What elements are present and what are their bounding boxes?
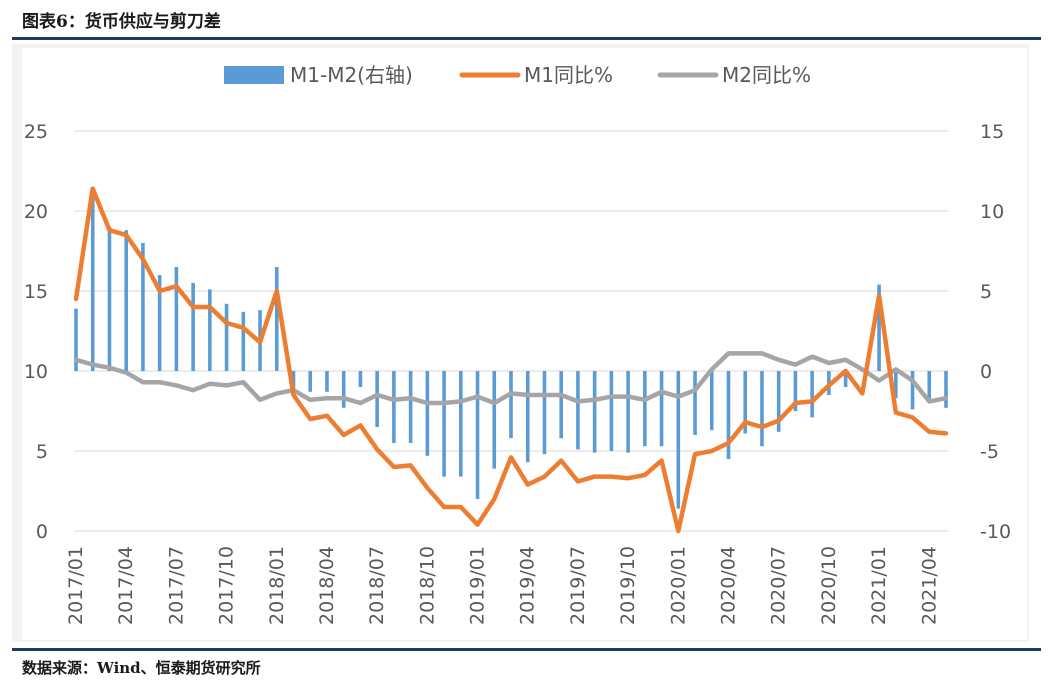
bar	[525, 371, 530, 463]
bar	[375, 371, 379, 427]
x-tick-label: 2017/10	[216, 546, 238, 625]
bar	[208, 289, 212, 371]
bar	[542, 371, 547, 455]
x-tick-label: 2017/07	[165, 546, 187, 625]
bar	[894, 371, 898, 399]
bar	[408, 371, 413, 443]
source-note: 数据来源：Wind、恒泰期货研究所	[22, 659, 261, 677]
bar	[843, 371, 848, 387]
y-tick-label: 20	[24, 201, 48, 223]
legend: M1-M2(右轴) M1同比% M2同比%	[224, 63, 811, 87]
y-tick-label: 25	[24, 121, 48, 143]
y2-tick-label: 10	[980, 201, 1004, 223]
bar	[442, 371, 446, 477]
bar	[90, 198, 95, 371]
bar	[877, 284, 881, 371]
x-tick-label: 2020/07	[768, 546, 790, 625]
bar	[509, 371, 513, 439]
legend-label: M1-M2(右轴)	[290, 63, 413, 87]
bottom-rule	[12, 648, 1041, 651]
bar	[241, 311, 246, 371]
x-tick-label: 2020/04	[718, 546, 740, 625]
y2-tick-label: 15	[980, 121, 1004, 143]
y2-tick-label: -5	[980, 441, 999, 463]
bar	[341, 371, 346, 408]
title-bar: 图表6：货币供应与剪刀差	[0, 0, 1053, 38]
x-tick-label: 2019/04	[517, 546, 539, 625]
x-tick-label: 2019/01	[467, 546, 489, 625]
x-tick-label: 2018/01	[266, 546, 288, 625]
bar	[492, 371, 497, 469]
bar	[760, 371, 764, 447]
x-tick-label: 2020/01	[667, 546, 689, 625]
y2-tick-label: -10	[980, 521, 1011, 543]
bar	[693, 371, 697, 435]
bar	[576, 371, 580, 450]
x-tick-label: 2017/04	[115, 546, 137, 625]
bar	[726, 371, 731, 459]
bar	[325, 371, 329, 392]
bar	[927, 371, 932, 402]
y-tick-label: 5	[36, 441, 48, 463]
x-axis-ticks: 2017/01 2017/04 2017/07 2017/10 2018/01 2018/…	[65, 546, 940, 625]
bar	[308, 371, 313, 392]
bar	[793, 371, 798, 411]
x-tick-label: 2021/01	[868, 546, 890, 625]
bar	[74, 308, 78, 371]
right-axis-ticks: -10 -5 0 5 10 15	[980, 121, 1011, 543]
bar	[425, 371, 430, 456]
bar	[392, 371, 396, 443]
x-tick-label: 2018/07	[366, 546, 388, 625]
bar	[776, 371, 781, 432]
legend-swatch-bar	[224, 66, 284, 84]
bar	[107, 227, 112, 371]
x-tick-label: 2017/01	[65, 546, 87, 625]
bar	[626, 371, 630, 453]
bar	[274, 267, 279, 371]
x-tick-label: 2018/04	[316, 546, 338, 625]
y2-tick-label: 5	[980, 281, 992, 303]
bar	[224, 303, 229, 371]
plot-background	[22, 48, 1027, 640]
bar	[559, 371, 563, 439]
y-tick-label: 10	[24, 361, 48, 383]
bar	[141, 243, 145, 371]
x-tick-label: 2019/10	[617, 546, 639, 625]
legend-label: M1同比%	[524, 63, 613, 87]
series-line	[73, 186, 949, 534]
bar	[291, 371, 296, 391]
y-tick-label: 15	[24, 281, 48, 303]
bar	[124, 230, 128, 371]
bar	[174, 267, 179, 371]
y-tick-label: 0	[36, 521, 48, 543]
bar	[191, 283, 195, 371]
bar	[475, 371, 480, 499]
bar	[944, 371, 948, 408]
y2-tick-label: 0	[980, 361, 992, 383]
series-line	[73, 351, 949, 406]
bar	[743, 371, 748, 434]
bar	[709, 371, 714, 431]
x-tick-label: 2021/04	[918, 546, 940, 625]
bar	[676, 371, 681, 509]
bar	[459, 371, 463, 477]
bar	[643, 371, 647, 447]
line-series	[73, 186, 949, 534]
legend-label: M2同比%	[722, 63, 811, 87]
bar-series	[74, 198, 948, 509]
bar	[609, 371, 614, 451]
top-rule	[12, 37, 1041, 40]
x-tick-label: 2019/07	[567, 546, 589, 625]
left-axis-ticks: 0 5 10 15 20 25	[24, 121, 48, 543]
x-tick-label: 2018/10	[416, 546, 438, 625]
x-tick-label: 2020/10	[818, 546, 840, 625]
bar	[358, 371, 363, 387]
bar	[810, 371, 814, 418]
bar	[659, 371, 664, 447]
bar	[910, 371, 915, 410]
bar	[157, 275, 162, 371]
chart-title: 图表6：货币供应与剪刀差	[22, 12, 221, 32]
bar	[592, 371, 597, 453]
